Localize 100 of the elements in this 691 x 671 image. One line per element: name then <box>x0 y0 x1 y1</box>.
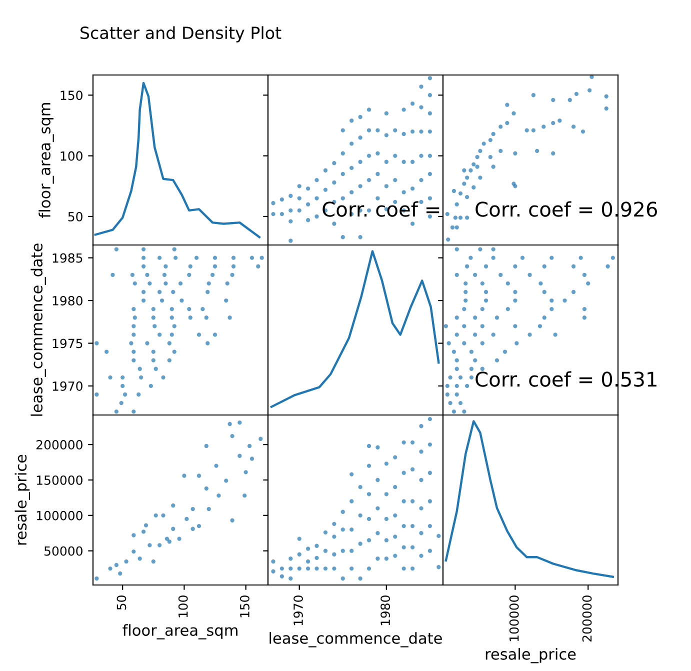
point <box>452 188 456 194</box>
point <box>513 184 518 188</box>
point <box>164 536 170 541</box>
point <box>580 129 586 134</box>
point <box>445 212 450 216</box>
x-axis-title: resale_price <box>486 648 576 664</box>
point <box>151 559 156 564</box>
point <box>184 516 189 522</box>
point <box>157 543 162 548</box>
point <box>144 523 148 528</box>
point <box>250 456 254 461</box>
point <box>458 191 463 196</box>
y-tick-label: 100000 <box>36 510 82 520</box>
point <box>551 120 556 126</box>
point <box>531 128 536 132</box>
point <box>216 493 221 498</box>
point <box>454 202 459 206</box>
y-tick-label: 150000 <box>36 475 82 485</box>
point <box>453 216 458 220</box>
point <box>214 464 218 468</box>
point <box>167 540 172 544</box>
point <box>478 176 482 180</box>
point <box>206 506 211 512</box>
point <box>491 132 496 136</box>
point <box>124 559 128 564</box>
point <box>513 151 518 156</box>
point <box>204 486 208 491</box>
point <box>571 124 576 129</box>
point <box>505 120 510 126</box>
point <box>604 94 608 98</box>
point <box>171 526 176 531</box>
point <box>141 530 146 534</box>
point <box>464 176 470 180</box>
x-tick-label: 150 <box>240 596 250 618</box>
x-tick-label: 1970 <box>294 596 303 626</box>
chart-title: Scatter and Density Plot <box>80 26 282 42</box>
point <box>587 88 592 92</box>
y-axis-title: lease_commence_date <box>30 244 46 416</box>
point <box>574 92 579 96</box>
y-tick-label: 50000 <box>44 546 82 556</box>
point <box>228 422 232 426</box>
point <box>108 566 112 571</box>
point <box>462 168 466 172</box>
point <box>590 75 594 80</box>
point <box>604 106 608 111</box>
point <box>196 524 202 528</box>
y-axis-title: resale_price <box>14 454 30 545</box>
point <box>450 225 455 230</box>
point <box>204 444 208 448</box>
point <box>468 168 473 172</box>
point <box>498 124 503 129</box>
point <box>491 164 496 169</box>
point <box>498 148 503 154</box>
point <box>462 182 466 186</box>
point <box>258 436 263 441</box>
point <box>138 556 142 561</box>
y-tick-label: 200000 <box>36 440 82 450</box>
point <box>458 216 463 220</box>
point <box>531 93 536 98</box>
y-tick-label: 150 <box>60 90 82 100</box>
point <box>230 434 234 438</box>
point <box>148 543 152 548</box>
annotation: Corr. coef = <box>322 201 440 217</box>
x-tick-label: 200000 <box>582 596 592 642</box>
y-tick-label: 1970 <box>52 381 82 391</box>
point <box>230 518 234 522</box>
point <box>478 148 482 154</box>
point <box>242 493 247 498</box>
point <box>488 154 492 160</box>
line-series <box>94 82 260 238</box>
point <box>475 154 480 160</box>
point <box>196 474 202 478</box>
y-tick-label: 1985 <box>52 253 82 263</box>
y-tick-label: 1975 <box>52 338 82 348</box>
point <box>472 185 476 190</box>
point <box>454 225 459 230</box>
point <box>244 470 248 474</box>
point <box>132 549 136 554</box>
point <box>568 98 572 102</box>
point <box>512 111 516 116</box>
point <box>488 138 492 142</box>
point <box>475 164 480 169</box>
y-tick-label: 50 <box>68 212 82 222</box>
point <box>132 533 136 538</box>
point <box>472 162 476 166</box>
point <box>161 513 166 518</box>
point <box>482 142 486 146</box>
point <box>247 444 252 448</box>
point <box>154 513 158 518</box>
point <box>238 454 242 458</box>
x-tick-label: 1980 <box>380 596 390 626</box>
point <box>118 571 122 576</box>
point <box>464 216 470 220</box>
point <box>238 420 242 425</box>
point <box>446 237 450 242</box>
x-tick-label: 100000 <box>509 596 519 642</box>
x-tick-label: 100 <box>178 596 188 618</box>
point <box>534 148 540 154</box>
point <box>551 98 556 102</box>
x-axis-title: lease_commence_date <box>270 632 442 648</box>
